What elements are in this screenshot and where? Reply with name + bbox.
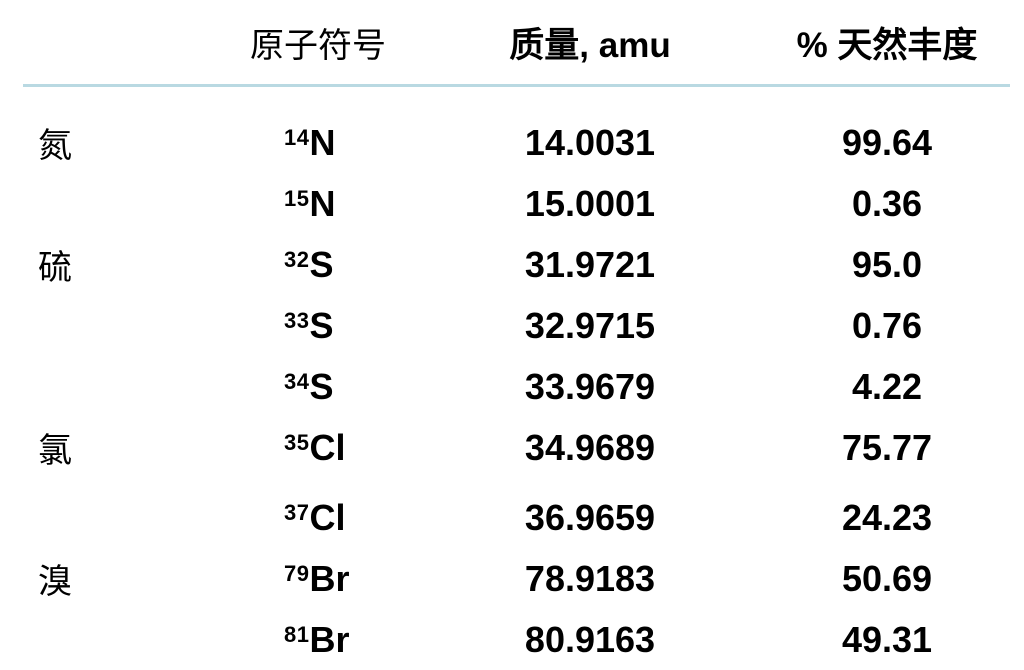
isotope-symbol: 15N xyxy=(250,183,460,225)
abundance-value: 24.23 xyxy=(841,496,933,538)
isotope-symbol: 33S xyxy=(250,305,460,347)
element-name: 溴 xyxy=(38,563,72,601)
abundance-value: 0.36 xyxy=(851,182,923,224)
mass-number-superscript: 35 xyxy=(284,429,310,455)
isotope-symbol: 34S xyxy=(250,366,460,408)
mass-number-superscript: 14 xyxy=(284,124,310,150)
header-atomic-symbol: 原子符号 xyxy=(250,27,386,65)
table-body: 氮 14N 14.0031 99.64 15N 15.0001 0.36 硫 3… xyxy=(0,112,1024,670)
element-name: 氯 xyxy=(38,432,72,470)
table-row: 37Cl 36.9659 24.23 xyxy=(0,487,1024,548)
isotope-symbol: 14N xyxy=(250,122,460,164)
isotope-symbol: 79Br xyxy=(250,558,460,600)
mass-value: 14.0031 xyxy=(524,121,656,163)
element-symbol: Br xyxy=(309,557,350,599)
table-row: 溴 79Br 78.9183 50.69 xyxy=(0,548,1024,609)
element-symbol: Cl xyxy=(309,496,346,538)
abundance-value: 0.76 xyxy=(851,304,923,346)
element-symbol: N xyxy=(309,182,336,224)
abundance-value: 4.22 xyxy=(851,365,923,407)
isotope-symbol: 37Cl xyxy=(250,497,460,539)
header-divider-line xyxy=(23,84,1010,87)
abundance-value: 75.77 xyxy=(841,426,933,468)
isotope-symbol: 32S xyxy=(250,244,460,286)
table-row: 33S 32.9715 0.76 xyxy=(0,295,1024,356)
abundance-value: 95.0 xyxy=(851,243,923,285)
mass-value: 31.9721 xyxy=(524,243,656,285)
element-symbol: N xyxy=(309,121,336,163)
abundance-value: 50.69 xyxy=(841,557,933,599)
isotope-symbol: 81Br xyxy=(250,619,460,661)
mass-number-superscript: 34 xyxy=(284,368,310,394)
mass-value: 36.9659 xyxy=(524,496,656,538)
element-symbol: Cl xyxy=(309,426,346,468)
mass-value: 34.9689 xyxy=(524,426,656,468)
element-name: 氮 xyxy=(38,127,72,165)
mass-value: 78.9183 xyxy=(524,557,656,599)
mass-number-superscript: 15 xyxy=(284,185,310,211)
mass-number-superscript: 33 xyxy=(284,307,310,333)
element-symbol: S xyxy=(309,304,334,346)
table-row: 81Br 80.9163 49.31 xyxy=(0,609,1024,670)
mass-value: 32.9715 xyxy=(524,304,656,346)
table-row: 34S 33.9679 4.22 xyxy=(0,356,1024,417)
table-row: 氯 35Cl 34.9689 75.77 xyxy=(0,417,1024,478)
element-symbol: S xyxy=(309,365,334,407)
table-row: 氮 14N 14.0031 99.64 xyxy=(0,112,1024,173)
mass-number-superscript: 79 xyxy=(284,560,310,586)
table-row: 硫 32S 31.9721 95.0 xyxy=(0,234,1024,295)
mass-value: 80.9163 xyxy=(524,618,656,660)
element-symbol: S xyxy=(309,243,334,285)
isotope-symbol: 35Cl xyxy=(250,427,460,469)
header-mass-amu: 质量, amu xyxy=(509,26,671,65)
abundance-value: 49.31 xyxy=(841,618,933,660)
header-natural-abundance: % 天然丰度 xyxy=(796,26,978,65)
mass-number-superscript: 81 xyxy=(284,621,310,647)
element-symbol: Br xyxy=(309,618,350,660)
mass-number-superscript: 37 xyxy=(284,499,310,525)
mass-value: 15.0001 xyxy=(524,182,656,224)
mass-number-superscript: 32 xyxy=(284,246,310,272)
element-name: 硫 xyxy=(38,249,72,287)
mass-value: 33.9679 xyxy=(524,365,656,407)
table-row: 15N 15.0001 0.36 xyxy=(0,173,1024,234)
abundance-value: 99.64 xyxy=(841,121,933,163)
table-header-row: 原子符号 质量, amu % 天然丰度 xyxy=(0,0,1024,85)
